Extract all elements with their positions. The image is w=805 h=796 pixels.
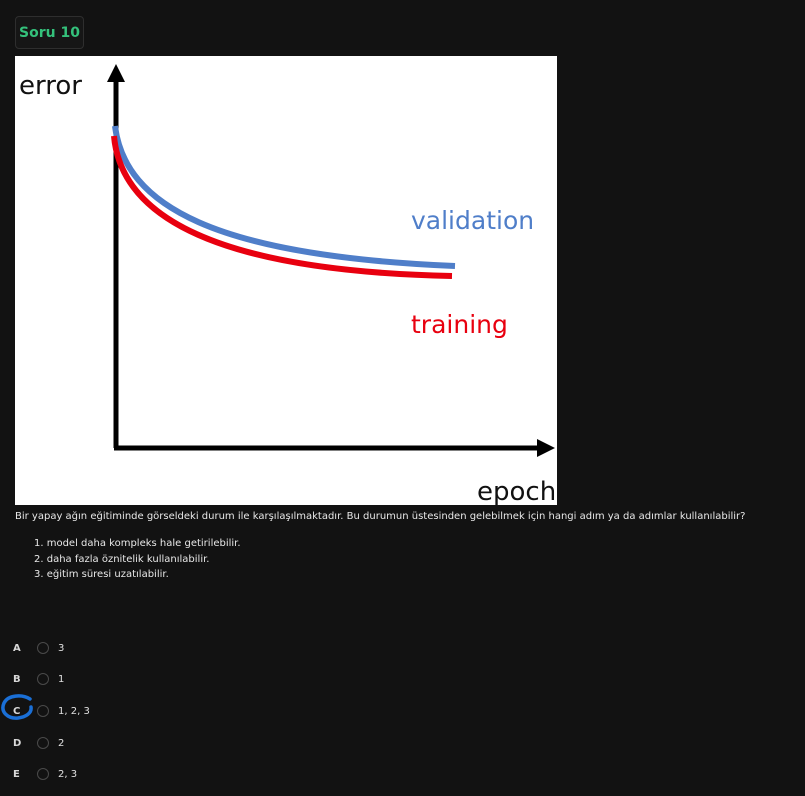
- y-axis-label: error: [19, 71, 82, 101]
- x-axis-label: epoch: [477, 477, 556, 505]
- option-text: 1, 2, 3: [58, 706, 90, 717]
- x-axis-arrow-icon: [537, 439, 555, 457]
- option-letter: B: [13, 674, 21, 685]
- validation-curve: [112, 125, 456, 269]
- statement-item: 1. model daha kompleks hale getirilebili…: [34, 538, 241, 549]
- question-number-badge: Soru 10: [15, 16, 84, 49]
- question-figure: error epoch validation training: [15, 56, 557, 505]
- option-text: 1: [58, 674, 65, 685]
- statement-item: 2. daha fazla öznitelik kullanılabilir.: [34, 553, 210, 565]
- option-letter: A: [13, 643, 21, 654]
- validation-label: validation: [411, 206, 534, 235]
- option-text: 2, 3: [58, 769, 78, 780]
- training-label: training: [411, 310, 508, 339]
- question-text: Bir yapay ağın eğitiminde görseldeki dur…: [15, 511, 746, 522]
- radio-button[interactable]: [37, 642, 49, 654]
- statement-list: 1. model daha kompleks hale getirilebili…: [34, 536, 241, 583]
- option-text: 3: [58, 643, 65, 654]
- option-letter: D: [13, 738, 22, 749]
- option-text: 2: [58, 738, 65, 749]
- answer-option-c[interactable]: C 1, 2, 3: [0, 702, 200, 722]
- radio-button[interactable]: [37, 768, 49, 780]
- radio-button[interactable]: [37, 705, 49, 717]
- radio-button[interactable]: [37, 737, 49, 749]
- answer-option-e[interactable]: E 2, 3: [0, 765, 200, 785]
- answer-option-b[interactable]: B 1: [0, 670, 200, 690]
- statement-item: 3. eğitim süresi uzatılabilir.: [34, 569, 169, 580]
- option-letter: E: [13, 769, 20, 780]
- answer-option-a[interactable]: A 3: [0, 639, 200, 659]
- training-curve: [111, 135, 453, 279]
- option-letter: C: [13, 706, 21, 717]
- answer-option-d[interactable]: D 2: [0, 734, 200, 754]
- error-epoch-graph: error epoch validation training: [19, 64, 556, 505]
- y-axis-arrow-icon: [107, 64, 125, 82]
- radio-button[interactable]: [37, 673, 49, 685]
